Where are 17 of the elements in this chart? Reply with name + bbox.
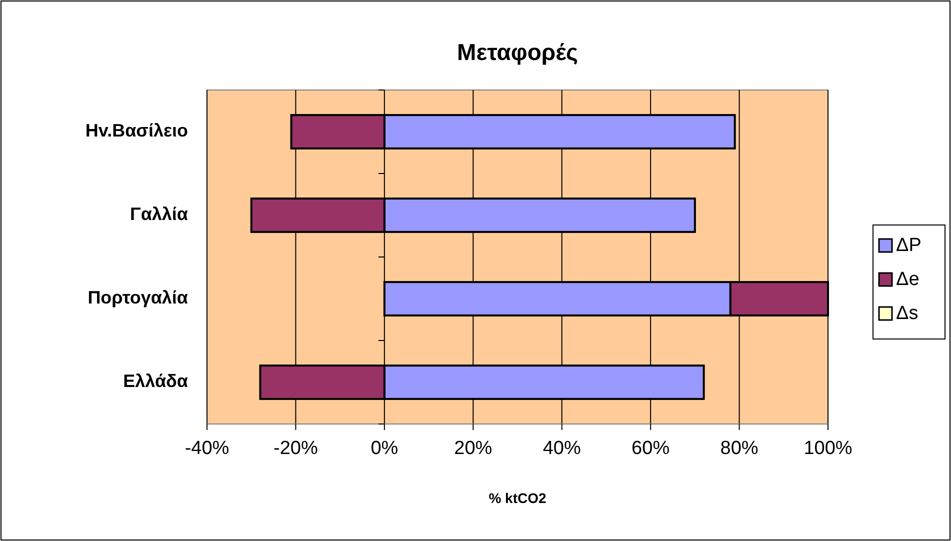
chart-title: Μεταφορές <box>457 39 578 65</box>
y-tick-label: Ελλάδα <box>123 371 188 391</box>
x-tick-label: 80% <box>720 438 758 459</box>
y-tick-label: Πορτογαλία <box>88 288 188 308</box>
x-tick-label: 40% <box>542 438 581 459</box>
x-axis-title: % ktCO2 <box>488 490 546 506</box>
legend-label: Δs <box>896 303 918 324</box>
y-tick-label: Γαλλία <box>130 204 188 224</box>
x-tick-label: -20% <box>274 438 318 459</box>
legend-label: ΔP <box>896 235 922 256</box>
x-tick-label: -40% <box>184 438 230 459</box>
x-tick-label: 20% <box>454 438 492 459</box>
y-tick-label: Ηv.Βασίλειο <box>85 120 188 140</box>
x-tick-label: 100% <box>804 438 852 459</box>
x-tick-label: 60% <box>632 438 670 459</box>
x-tick-label: 0% <box>370 438 398 459</box>
legend-label: Δe <box>896 269 920 290</box>
